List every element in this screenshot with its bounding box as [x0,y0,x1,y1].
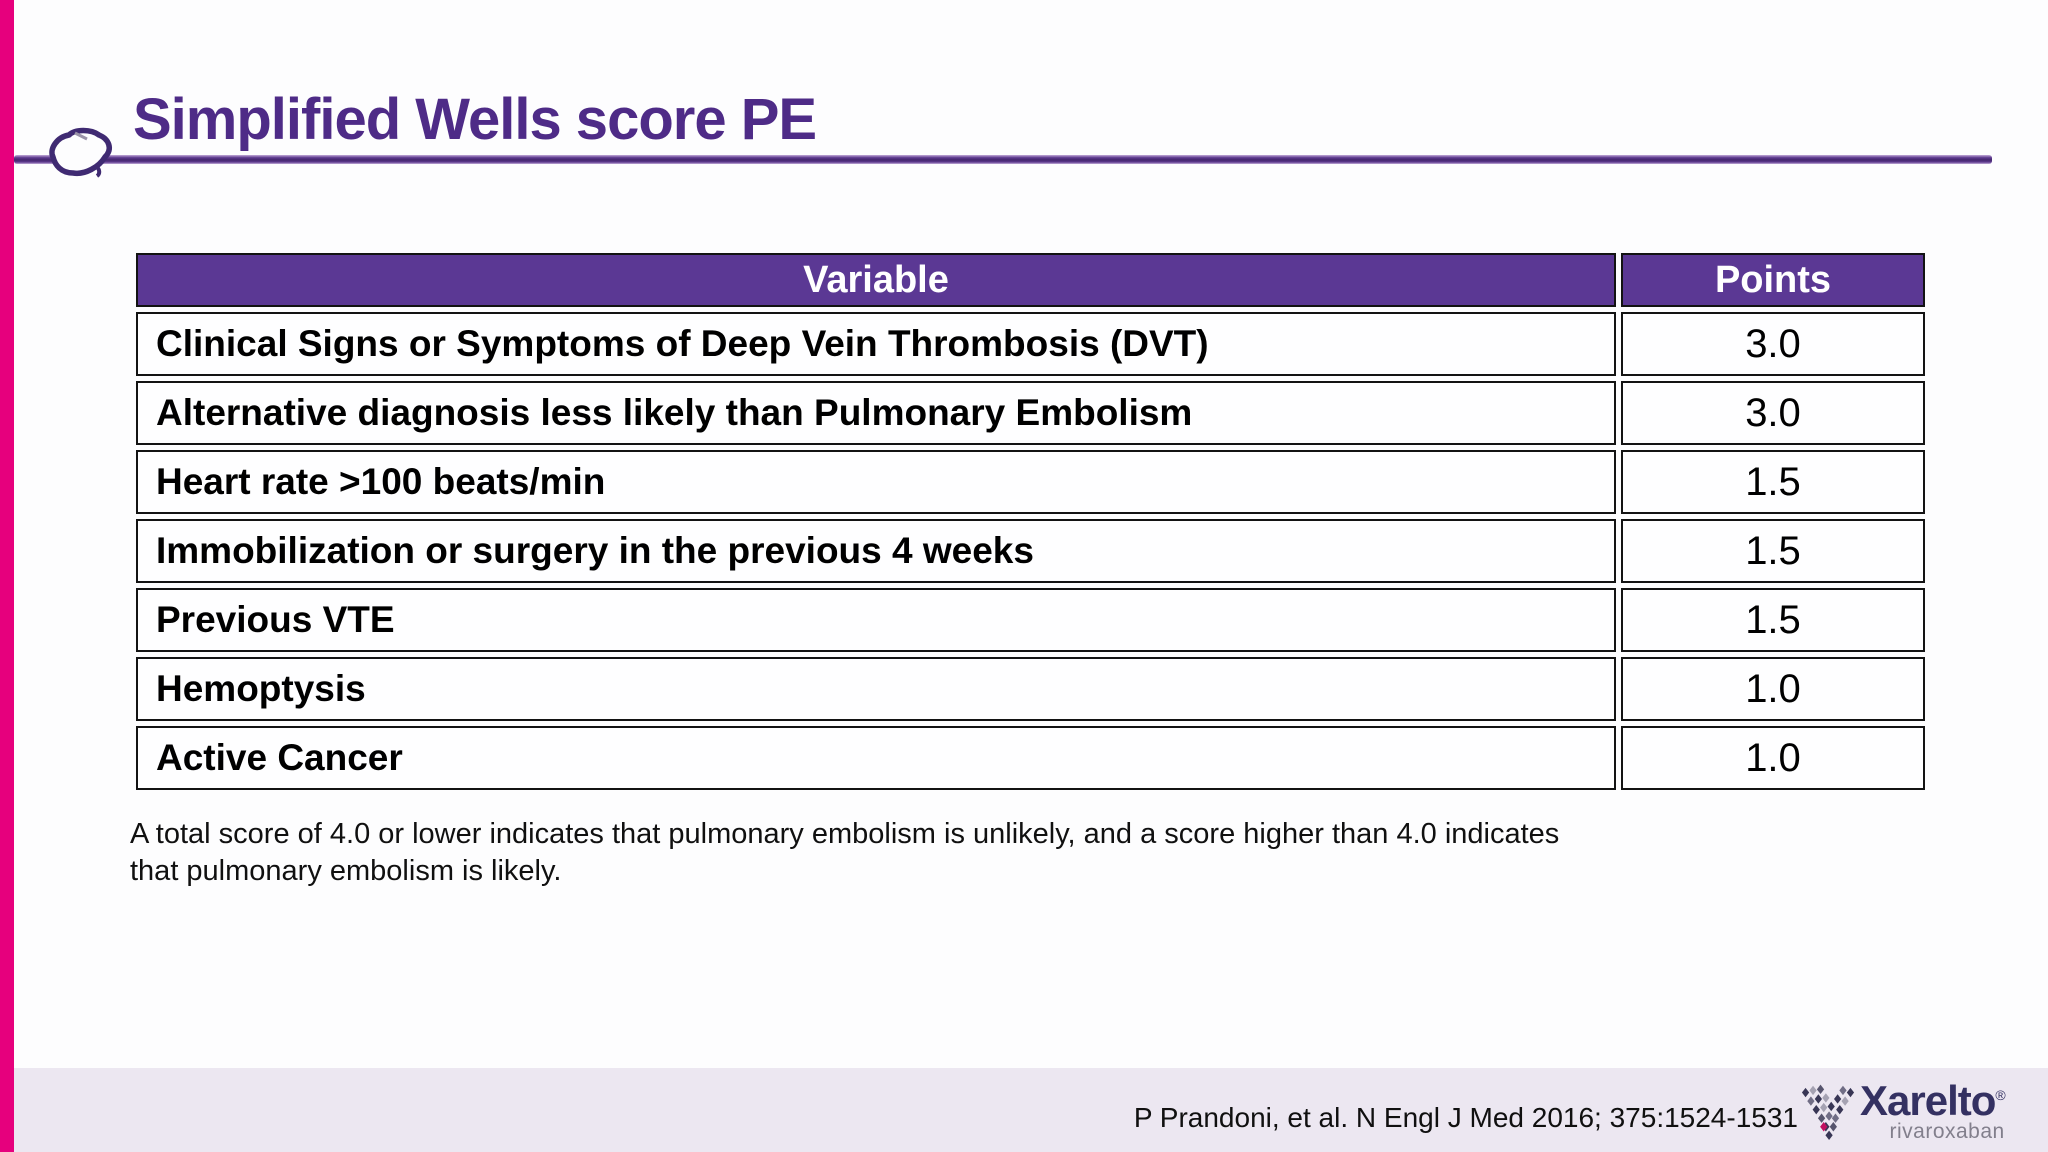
xarelto-diamond-chevron-icon [1801,1084,1855,1141]
table-row: Previous VTE 1.5 [136,588,1925,652]
xarelto-subtitle: rivaroxaban [1889,1120,2005,1143]
variable-cell: Clinical Signs or Symptoms of Deep Vein … [136,312,1616,376]
xarelto-brand-name: Xarelto® [1860,1077,2006,1124]
points-cell: 1.0 [1621,726,1925,790]
variable-cell: Alternative diagnosis less likely than P… [136,381,1616,445]
table-row: Clinical Signs or Symptoms of Deep Vein … [136,312,1925,376]
xarelto-logo-text: Xarelto® rivaroxaban [1860,1077,2006,1144]
points-cell: 1.5 [1621,519,1925,583]
stethoscope-icon [49,127,112,178]
table-row: Hemoptysis 1.0 [136,657,1925,721]
table-row: Heart rate >100 beats/min 1.5 [136,450,1925,514]
score-interpretation-note: A total score of 4.0 or lower indicates … [130,818,1560,887]
footer-band [0,1068,2048,1152]
column-header-points: Points [1621,253,1925,307]
table-row: Alternative diagnosis less likely than P… [136,381,1925,445]
xarelto-logo: Xarelto® rivaroxaban [1800,1080,2038,1150]
points-cell: 1.5 [1621,450,1925,514]
points-cell: 1.0 [1621,657,1925,721]
points-cell: 1.5 [1621,588,1925,652]
column-header-variable: Variable [136,253,1616,307]
page-title: Simplified Wells score PE [133,87,817,152]
table-row: Immobilization or surgery in the previou… [136,519,1925,583]
variable-cell: Hemoptysis [136,657,1616,721]
points-cell: 3.0 [1621,312,1925,376]
citation: P Prandoni, et al. N Engl J Med 2016; 37… [1133,1102,1798,1133]
table-header-row: Variable Points [136,253,1925,307]
registered-mark: ® [1995,1087,2005,1103]
points-cell: 3.0 [1621,381,1925,445]
variable-cell: Previous VTE [136,588,1616,652]
left-accent-stripe [0,0,14,1152]
variable-cell: Active Cancer [136,726,1616,790]
title-divider-line [14,155,1992,164]
table-row: Active Cancer 1.0 [136,726,1925,790]
variable-cell: Heart rate >100 beats/min [136,450,1616,514]
variable-cell: Immobilization or surgery in the previou… [136,519,1616,583]
wells-score-table: Variable Points Clinical Signs or Sympto… [131,248,1930,795]
